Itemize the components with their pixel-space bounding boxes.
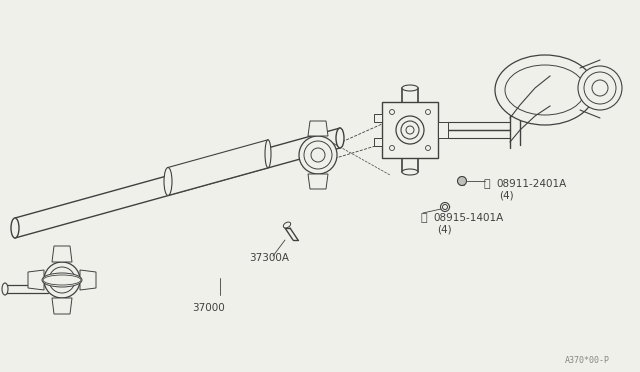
Ellipse shape	[440, 202, 449, 212]
Text: 37000: 37000	[192, 303, 225, 313]
Ellipse shape	[42, 273, 82, 287]
Ellipse shape	[299, 136, 337, 174]
Ellipse shape	[406, 126, 414, 134]
Ellipse shape	[458, 176, 467, 186]
Ellipse shape	[56, 274, 68, 286]
Ellipse shape	[49, 267, 75, 293]
Text: 08911-2401A: 08911-2401A	[496, 179, 566, 189]
Ellipse shape	[401, 121, 419, 139]
Polygon shape	[52, 298, 72, 314]
Text: (4): (4)	[437, 224, 452, 234]
Ellipse shape	[390, 145, 394, 151]
Ellipse shape	[390, 109, 394, 115]
Ellipse shape	[402, 85, 418, 91]
Ellipse shape	[402, 169, 418, 175]
Text: Ⓥ: Ⓥ	[420, 213, 428, 223]
Polygon shape	[168, 140, 268, 195]
Ellipse shape	[396, 116, 424, 144]
Text: A370*00-P: A370*00-P	[565, 356, 610, 365]
Polygon shape	[52, 246, 72, 262]
Ellipse shape	[2, 283, 8, 295]
Polygon shape	[382, 102, 438, 158]
Ellipse shape	[426, 109, 431, 115]
Ellipse shape	[311, 148, 325, 162]
Text: 37300A: 37300A	[249, 253, 289, 263]
Polygon shape	[15, 128, 340, 238]
Ellipse shape	[11, 218, 19, 238]
Text: (4): (4)	[499, 190, 514, 200]
Ellipse shape	[164, 167, 172, 195]
Ellipse shape	[44, 262, 80, 298]
Ellipse shape	[426, 145, 431, 151]
Polygon shape	[308, 174, 328, 189]
Polygon shape	[438, 122, 448, 138]
Polygon shape	[28, 270, 44, 290]
Ellipse shape	[336, 128, 344, 148]
Ellipse shape	[584, 72, 616, 104]
Ellipse shape	[578, 66, 622, 110]
Ellipse shape	[265, 140, 271, 168]
Polygon shape	[308, 121, 328, 136]
Ellipse shape	[43, 275, 81, 285]
Ellipse shape	[495, 55, 595, 125]
Ellipse shape	[505, 65, 585, 115]
Ellipse shape	[304, 141, 332, 169]
Polygon shape	[374, 114, 382, 122]
Polygon shape	[80, 270, 96, 290]
Ellipse shape	[592, 80, 608, 96]
Text: 08915-1401A: 08915-1401A	[433, 213, 503, 223]
Ellipse shape	[284, 222, 291, 228]
Ellipse shape	[442, 205, 447, 209]
Polygon shape	[374, 138, 382, 146]
Text: Ⓝ: Ⓝ	[484, 179, 490, 189]
